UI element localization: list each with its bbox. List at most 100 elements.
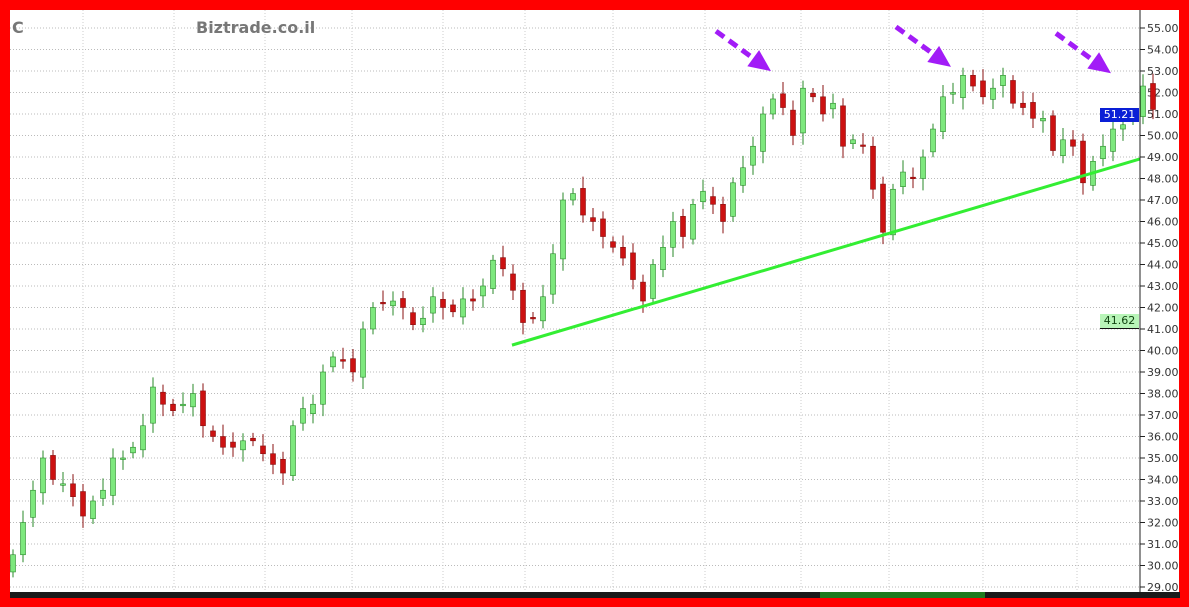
candle-body [370, 307, 376, 330]
candle-body [1060, 139, 1066, 157]
candle-body [390, 300, 396, 307]
candle-body [860, 144, 866, 147]
candle-body [1010, 80, 1016, 104]
y-tick-label: 33.00 [1147, 495, 1179, 508]
candle-body [440, 299, 446, 308]
y-tick-label: 29.00 [1147, 581, 1179, 594]
candle-body [670, 221, 676, 248]
y-tick-label: 45.00 [1147, 237, 1179, 250]
candle-body [700, 191, 706, 203]
trendline [511, 157, 1141, 347]
candle-body [110, 457, 116, 496]
candle-body [240, 440, 246, 451]
y-tick-label: 53.00 [1147, 65, 1179, 78]
candle-body [960, 75, 966, 98]
candle-body [800, 87, 806, 134]
candle-body [580, 188, 586, 216]
candle-body [460, 298, 466, 318]
candle-body [30, 489, 36, 518]
candle-body [80, 491, 86, 517]
candle-body [520, 289, 526, 323]
candle-body [630, 252, 636, 280]
y-tick-label: 30.00 [1147, 560, 1179, 573]
y-tick-label: 34.00 [1147, 474, 1179, 487]
candle-body [120, 457, 126, 460]
plot-area [10, 10, 1140, 592]
candle-body [60, 483, 66, 486]
candle-body [220, 436, 226, 448]
candle-body [100, 489, 106, 499]
y-axis: 55.0054.0053.0052.0051.0050.0049.0048.00… [1140, 22, 1179, 594]
candle-body [1000, 75, 1006, 86]
candle-body [790, 109, 796, 136]
candle-body [770, 98, 776, 115]
candle-body [550, 253, 556, 295]
candle-body [510, 273, 516, 291]
candle-body [320, 371, 326, 405]
candle-body [1030, 102, 1036, 119]
candle-body [310, 403, 316, 415]
candle-body [980, 80, 986, 98]
candle-body [1100, 145, 1106, 160]
y-tick-label: 44.00 [1147, 259, 1179, 272]
candle-body [360, 328, 366, 378]
candle-body [170, 403, 176, 411]
candle-body [140, 425, 146, 451]
candle-body [1140, 85, 1146, 117]
candle-body [820, 96, 826, 115]
candle-body [810, 93, 816, 98]
candle-body [20, 522, 26, 556]
arrow-shaft [714, 29, 755, 61]
candle-body [840, 105, 846, 147]
candle-body [450, 304, 456, 313]
candle-body [200, 390, 206, 427]
status-bar-segment [820, 592, 985, 598]
y-tick-label: 31.00 [1147, 538, 1179, 551]
candle-body [1070, 139, 1076, 147]
candle-body [270, 453, 276, 465]
candle-body [780, 93, 786, 108]
arrow-head-icon [927, 45, 951, 67]
candle-body [180, 403, 186, 407]
candles [10, 67, 1156, 578]
candle-body [50, 455, 56, 480]
y-tick-label: 40.00 [1147, 345, 1179, 358]
candle-body [560, 199, 566, 260]
y-tick-label: 43.00 [1147, 280, 1179, 293]
candle-body [530, 317, 536, 320]
y-tick-label: 42.00 [1147, 302, 1179, 315]
candle-body [940, 96, 946, 132]
candle-body [540, 296, 546, 322]
candle-body [720, 204, 726, 222]
y-tick-label: 35.00 [1147, 452, 1179, 465]
candle-body [920, 156, 926, 179]
y-tick-label: 39.00 [1147, 366, 1179, 379]
candle-body [130, 446, 136, 454]
y-tick-label: 54.00 [1147, 44, 1179, 57]
candle-body [280, 458, 286, 474]
trendline-price-tag: 41.62 [1100, 314, 1139, 329]
candle-body [70, 483, 76, 497]
candle-body [480, 285, 486, 297]
candle-body [300, 408, 306, 424]
candle-body [760, 113, 766, 152]
arrow-shaft [1054, 31, 1095, 63]
symbol-label: C [12, 18, 24, 37]
y-tick-label: 48.00 [1147, 173, 1179, 186]
candle-body [500, 257, 506, 270]
candle-body [1020, 102, 1026, 108]
candle-body [930, 128, 936, 153]
candle-body [570, 193, 576, 201]
y-tick-label: 50.00 [1147, 130, 1179, 143]
candle-body [150, 386, 156, 424]
y-tick-label: 46.00 [1147, 216, 1179, 229]
arrow-shaft [894, 24, 935, 56]
candle-body [740, 167, 746, 186]
arrow-head-icon [1087, 52, 1111, 74]
candle-body [420, 317, 426, 325]
candle-body [210, 430, 216, 437]
candle-body [1110, 128, 1116, 152]
candle-body [690, 204, 696, 240]
